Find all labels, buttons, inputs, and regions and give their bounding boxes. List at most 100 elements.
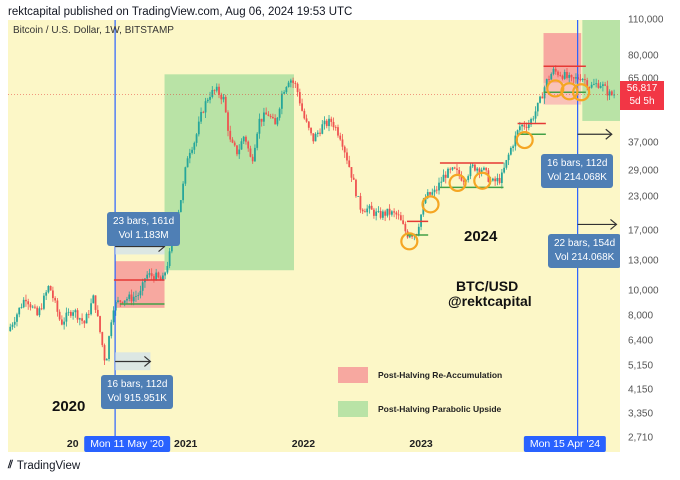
candle-body <box>240 141 243 150</box>
candle-body <box>462 180 465 182</box>
last-price-value: 56,817 <box>626 82 658 94</box>
candle-body <box>500 172 503 184</box>
candle-body <box>13 321 16 325</box>
candle-body <box>597 83 600 88</box>
candle-body <box>370 205 373 210</box>
candle-body <box>150 273 153 277</box>
support-retest-circle-7 <box>572 83 591 102</box>
candle-body <box>126 298 128 301</box>
candle-body <box>29 304 32 308</box>
candle-body <box>294 82 297 84</box>
candle-body <box>287 82 290 87</box>
candle-body <box>341 139 344 147</box>
candle-body <box>483 167 485 170</box>
price-tick-label: 17,000 <box>628 225 659 237</box>
measure-box-2024-upper: 16 bars, 112d Vol 214.068K <box>541 154 614 188</box>
measure-arrow-2024-upper-head <box>605 128 613 140</box>
candle-body <box>87 313 90 315</box>
candle-body <box>301 103 303 111</box>
last-price-badge: 56,817 5d 5h <box>620 80 664 110</box>
candle-body <box>130 294 133 302</box>
price-tick-label: 10,000 <box>628 285 659 297</box>
candle-body <box>386 208 389 216</box>
candle-body <box>60 319 63 325</box>
candle-body <box>431 192 434 195</box>
candle-body <box>610 91 613 95</box>
author-handle: @rektcapital <box>448 293 532 309</box>
candle-body <box>485 167 488 171</box>
candle-body <box>368 205 371 209</box>
legend-swatch-parabolic <box>338 401 368 417</box>
candle-body <box>572 77 575 79</box>
candle-body <box>355 179 357 197</box>
candle-body <box>586 80 589 88</box>
candle-body <box>139 290 142 296</box>
measure-box-2024-lower: 22 bars, 154d Vol 214.068K <box>548 234 620 268</box>
candle-body <box>166 265 169 273</box>
time-tick-label: 20 <box>66 438 79 450</box>
legend-label-parabolic: Post-Halving Parabolic Upside <box>378 404 502 414</box>
support-retest-circle-3 <box>473 171 492 190</box>
candle-body <box>503 167 506 173</box>
candle-body <box>31 306 34 308</box>
halving-date-badge-2020: Mon 11 May '20 <box>84 436 170 452</box>
candle-body <box>296 83 299 93</box>
candle-body <box>265 112 268 115</box>
candle-body <box>424 197 427 204</box>
candle-body <box>552 68 555 74</box>
candle-body <box>38 308 41 316</box>
candle-body <box>512 146 514 148</box>
candle-body <box>90 303 92 315</box>
candle-body <box>494 178 497 182</box>
candle-body <box>584 79 586 81</box>
candle-body <box>206 99 209 102</box>
chart-plot-area[interactable]: Bitcoin / U.S. Dollar, 1W, BITSTAMP 16 b… <box>8 20 620 452</box>
candle-body <box>566 71 568 78</box>
candle-body <box>505 160 508 168</box>
candle-body <box>285 86 288 93</box>
candle-body <box>132 296 135 302</box>
candle-body <box>467 176 470 181</box>
candle-body <box>182 183 184 201</box>
pair-label: BTC/USD <box>456 278 519 294</box>
time-tick-label: 2022 <box>291 438 316 450</box>
candle-body <box>105 359 108 361</box>
candle-body <box>435 189 438 191</box>
candle-body <box>179 200 182 213</box>
candle-body <box>361 209 364 212</box>
candle-body <box>384 211 387 216</box>
publish-header: rektcapital published on TradingView.com… <box>8 6 353 18</box>
price-tick-label: 37,000 <box>628 137 659 149</box>
candle-body <box>123 300 126 303</box>
candle-body <box>334 127 337 128</box>
candle-body <box>249 148 252 157</box>
candle-body <box>438 182 440 191</box>
candle-body <box>170 240 173 252</box>
candle-body <box>153 276 155 281</box>
candle-body <box>449 168 452 170</box>
candle-body <box>108 336 110 360</box>
price-chart[interactable] <box>8 20 620 452</box>
candle-body <box>303 110 306 119</box>
time-tick-label: 2023 <box>409 438 433 450</box>
candle-body <box>521 124 523 127</box>
candle-body <box>460 175 463 181</box>
candle-body <box>381 211 384 218</box>
candle-body <box>539 96 541 103</box>
candle-body <box>47 285 50 293</box>
candle-body <box>197 121 200 135</box>
candle-body <box>114 302 117 311</box>
candle-body <box>231 139 234 143</box>
candle-body <box>236 145 238 155</box>
candle-body <box>49 285 52 291</box>
candle-body <box>146 274 149 279</box>
candle-body <box>417 226 420 235</box>
candle-body <box>343 146 346 153</box>
candle-body <box>373 209 375 216</box>
candle-body <box>9 326 12 332</box>
candle-body <box>402 220 404 224</box>
candle-body <box>541 96 544 99</box>
candle-body <box>507 154 510 161</box>
candle-body <box>590 84 593 88</box>
candle-body <box>141 282 144 291</box>
